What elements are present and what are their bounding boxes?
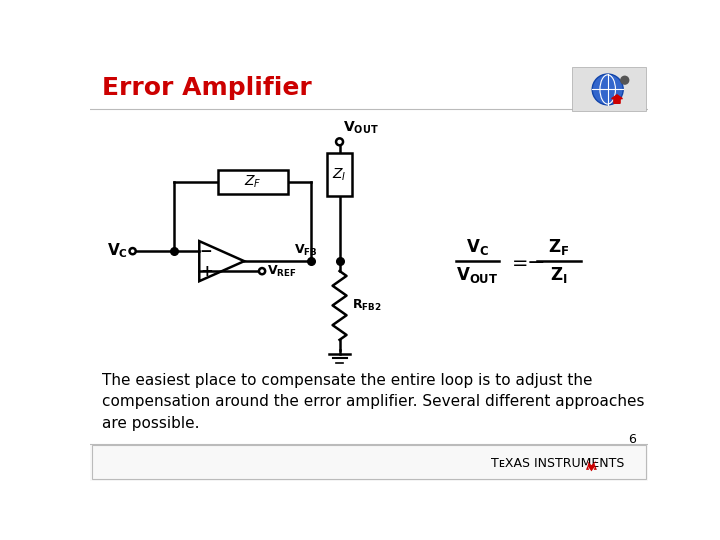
Text: $\mathbf{Z_I}$: $\mathbf{Z_I}$ [550, 265, 567, 285]
Text: $Z_I$: $Z_I$ [333, 166, 347, 183]
Text: $-$: $-$ [526, 251, 545, 271]
Circle shape [259, 268, 265, 274]
Bar [327, 153, 352, 195]
Text: The easiest place to compensate the entire loop is to adjust the
compensation ar: The easiest place to compensate the enti… [102, 373, 644, 431]
Text: $Z_F$: $Z_F$ [244, 174, 261, 190]
Text: $\mathbf{R_{FB2}}$: $\mathbf{R_{FB2}}$ [352, 298, 382, 313]
Circle shape [620, 76, 629, 85]
Text: $\mathbf{V_C}$: $\mathbf{V_C}$ [466, 237, 489, 257]
Text: TᴇXAS INSTRUMENTS: TᴇXAS INSTRUMENTS [491, 457, 625, 470]
Text: $\mathbf{V_{OUT}}$: $\mathbf{V_{OUT}}$ [343, 119, 379, 136]
Bar [572, 67, 646, 111]
Text: −: − [200, 244, 212, 259]
Text: +: + [200, 264, 212, 279]
Bar [218, 170, 287, 194]
FancyArrow shape [611, 95, 622, 103]
Bar [91, 445, 647, 479]
Text: $\mathbf{V_{OUT}}$: $\mathbf{V_{OUT}}$ [456, 265, 499, 285]
Text: $=$: $=$ [508, 252, 528, 271]
Text: Error Amplifier: Error Amplifier [102, 76, 311, 100]
Circle shape [593, 74, 624, 105]
Text: $\mathbf{V_{FB}}$: $\mathbf{V_{FB}}$ [294, 243, 318, 258]
Text: $\mathbf{V_{REF}}$: $\mathbf{V_{REF}}$ [266, 264, 297, 279]
Circle shape [130, 248, 136, 254]
Circle shape [336, 138, 343, 145]
Polygon shape [586, 461, 597, 471]
Bar [90, 444, 648, 481]
Text: 6: 6 [629, 433, 636, 446]
Text: $\mathbf{Z_F}$: $\mathbf{Z_F}$ [548, 237, 570, 257]
Polygon shape [199, 241, 244, 281]
Text: $\mathbf{V_C}$: $\mathbf{V_C}$ [107, 242, 128, 260]
